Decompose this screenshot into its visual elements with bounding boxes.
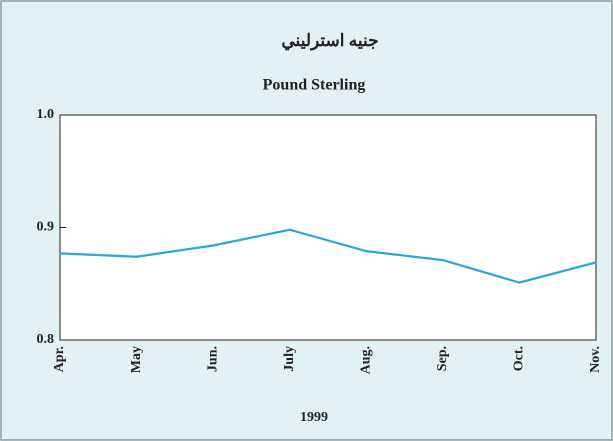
x-tick-label: Sep. — [435, 346, 450, 371]
y-tick-label: 1.0 — [37, 107, 55, 122]
x-tick-label: Nov. — [588, 346, 603, 373]
chart-subtitle: Pound Sterling — [263, 77, 366, 94]
x-tick-label: July — [282, 346, 297, 372]
chart-title: جنيه استرليني — [281, 31, 378, 51]
y-tick-label: 0.9 — [37, 220, 55, 235]
data-line — [59, 228, 597, 284]
x-tick-label: May — [129, 346, 144, 373]
y-tick-label: 0.8 — [37, 332, 55, 347]
x-tick-label: Oct. — [512, 346, 527, 371]
x-tick-label: Aug. — [359, 346, 374, 374]
plot-area — [59, 114, 597, 341]
x-tick-label: Apr. — [52, 346, 67, 372]
x-tick-label: Jun. — [205, 346, 220, 372]
x-axis-label: 1999 — [300, 410, 328, 425]
